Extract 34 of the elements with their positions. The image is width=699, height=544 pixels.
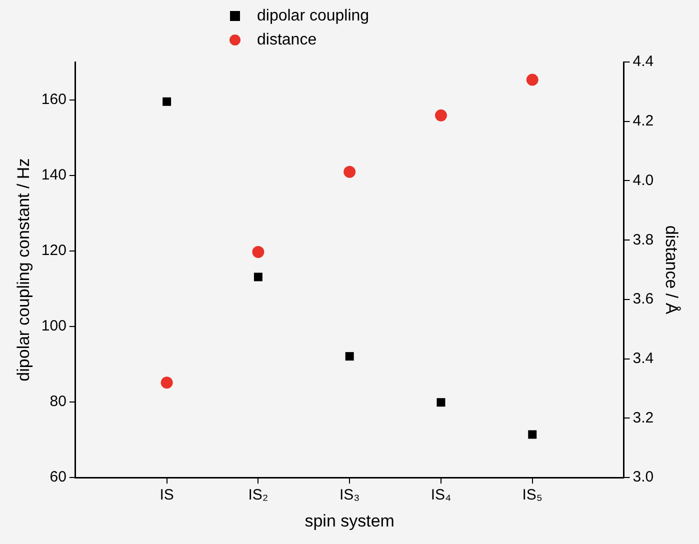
y2-tick-label: 4.0 [632, 172, 654, 189]
y-tick-label: 60 [50, 468, 66, 486]
point [436, 398, 446, 407]
y-axis-title: dipolar coupling constant / Hz [14, 158, 33, 382]
y2-tick-label: 3.2 [632, 409, 654, 426]
point [528, 430, 537, 439]
x-tick-label: IS₃ [339, 486, 360, 504]
legend-label: dipolar coupling [257, 7, 370, 24]
y-tick-label: 140 [41, 166, 66, 184]
legend-label: distance [257, 31, 317, 48]
y2-tick-label: 4.2 [632, 112, 654, 130]
point [162, 97, 172, 106]
y2-tick-label: 3.4 [632, 350, 654, 367]
y2-tick-label: 3.6 [632, 290, 654, 308]
y-tick-label: 100 [41, 318, 66, 335]
y-tick-label: 80 [50, 393, 66, 410]
y2-tick-label: 4.4 [632, 53, 654, 70]
y2-tick-label: 3.8 [632, 231, 654, 248]
x-tick-label: IS [160, 486, 174, 504]
x-tick-label: IS₄ [430, 486, 452, 504]
x-tick-label: IS₂ [248, 486, 268, 504]
x-tick-label: IS₅ [522, 486, 542, 504]
point [160, 376, 173, 389]
point [434, 109, 447, 122]
y-tick-label: 160 [41, 90, 66, 108]
point [345, 352, 354, 361]
point [344, 166, 356, 178]
y-tick-label: 120 [41, 242, 66, 260]
y2-tick-label: 3.0 [632, 468, 654, 486]
x-axis-title: spin system [304, 511, 394, 530]
y2-axis-title: distance / Å [662, 225, 682, 315]
point [254, 272, 262, 282]
point [526, 74, 538, 86]
point [252, 246, 264, 258]
